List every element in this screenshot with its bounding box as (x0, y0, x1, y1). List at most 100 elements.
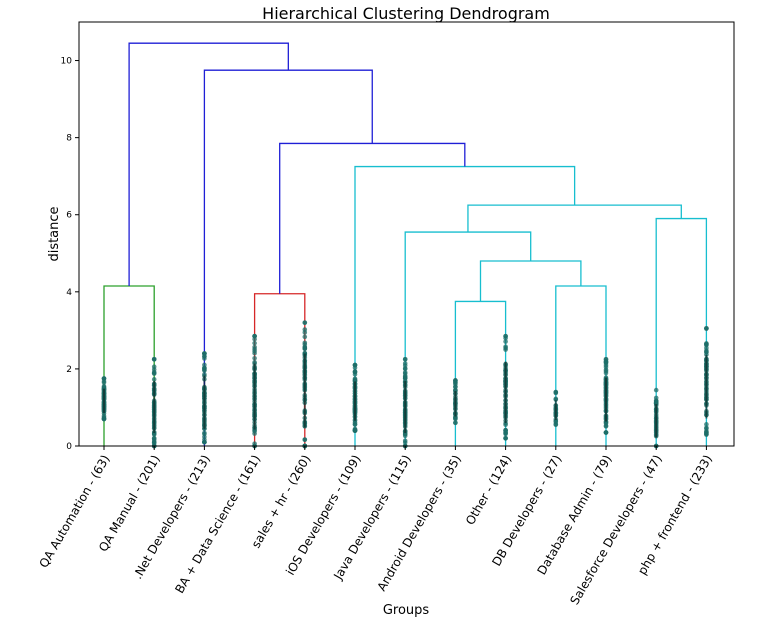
leaf-point (704, 426, 709, 431)
y-tick-label: 0 (66, 442, 72, 452)
leaf-point (101, 376, 107, 381)
merge-link (103, 285, 155, 446)
leaf-points (603, 356, 609, 435)
leaf-point (302, 340, 308, 346)
leaf-point (202, 434, 207, 440)
leaf-point (704, 326, 709, 331)
leaf-points (653, 387, 659, 449)
leaf-point (352, 376, 358, 382)
y-tick-label: 2 (66, 365, 72, 375)
leaf-point (402, 370, 408, 375)
y-tick-label: 4 (66, 288, 72, 298)
leaf-point (704, 430, 709, 435)
leaf-point (252, 336, 257, 342)
leaf-point (302, 437, 308, 442)
leaf-points (503, 333, 508, 441)
leaf-point (603, 362, 609, 368)
leaf-point (352, 362, 358, 368)
x-tick-label: BA + Data Science - (161) (172, 453, 263, 596)
leaf-point (503, 427, 508, 433)
leaf-point (302, 334, 308, 340)
leaf-point (151, 432, 157, 437)
x-tick-label: Salesforce Developers - (47) (567, 453, 664, 608)
leaf-point (402, 438, 408, 444)
leaf-points (553, 389, 559, 428)
plot-area (101, 42, 709, 449)
y-axis-label: distance (47, 206, 62, 261)
leaf-point (202, 351, 207, 356)
leaf-point (503, 435, 508, 441)
leaf-point (252, 348, 257, 354)
leaf-point (202, 439, 207, 445)
leaf-point (553, 421, 559, 427)
leaf-point (151, 356, 157, 362)
leaf-point (503, 335, 508, 341)
leaf-point (503, 422, 508, 428)
leaf-point (402, 376, 408, 381)
leaf-point (101, 416, 107, 422)
leaf-point (704, 422, 709, 427)
merge-link (655, 217, 708, 446)
leaf-point (402, 356, 408, 362)
leaf-point (202, 372, 207, 377)
leaf-point (503, 347, 508, 352)
x-tick-label: Other - (124) (463, 453, 514, 528)
leaf-point (402, 366, 408, 372)
plot-frame (78, 21, 735, 447)
merge-link (404, 231, 532, 446)
merge-link (467, 204, 682, 233)
leaf-point (151, 370, 157, 376)
leaf-point (252, 431, 257, 436)
x-tick-label: QA Automation - (63) (36, 453, 112, 571)
y-tick-label: 6 (66, 211, 72, 221)
leaf-point (252, 340, 257, 346)
merge-link (203, 69, 373, 446)
merge-link (555, 285, 607, 446)
leaf-point (603, 375, 609, 380)
leaf-point (151, 364, 157, 369)
leaf-point (352, 421, 358, 427)
leaf-point (653, 401, 659, 406)
leaf-points (402, 356, 408, 449)
y-axis: 0 2 4 6 8 10 (61, 57, 79, 452)
leaf-point (603, 430, 609, 435)
leaf-points (704, 326, 709, 437)
leaf-point (453, 420, 458, 425)
leaf-point (352, 369, 358, 374)
x-tick-label: Android Developers - (35) (374, 453, 464, 594)
leaf-point (704, 349, 709, 355)
y-tick-label: 8 (66, 134, 72, 144)
leaf-point (151, 437, 157, 443)
leaf-point (151, 377, 157, 382)
leaf-point (202, 430, 207, 436)
leaf-point (553, 389, 559, 395)
leaf-points (101, 376, 107, 422)
y-tick-label: 10 (61, 57, 73, 67)
leaf-points (352, 362, 358, 433)
merge-link (354, 165, 576, 446)
leaf-points (453, 378, 458, 426)
leaf-point (302, 327, 308, 332)
leaf-point (603, 368, 609, 374)
merge-link (479, 260, 582, 302)
leaf-point (252, 359, 257, 365)
leaf-points (151, 356, 157, 449)
leaf-point (202, 362, 207, 368)
x-axis: QA Automation - (63)QA Manual - (201).Ne… (36, 446, 715, 607)
leaf-point (302, 346, 308, 351)
leaf-points (252, 333, 257, 449)
leaf-point (704, 342, 709, 348)
leaf-point (302, 320, 308, 325)
leaf-point (252, 355, 257, 361)
leaf-point (101, 380, 107, 385)
leaf-point (202, 368, 207, 373)
leaf-point (603, 356, 609, 362)
leaf-point (603, 424, 609, 429)
leaf-point (453, 381, 458, 387)
leaf-point (402, 363, 408, 368)
merge-link (128, 42, 289, 287)
chart-title: Hierarchical Clustering Dendrogram (262, 4, 550, 23)
leaf-point (352, 428, 358, 433)
merge-link (253, 293, 306, 446)
